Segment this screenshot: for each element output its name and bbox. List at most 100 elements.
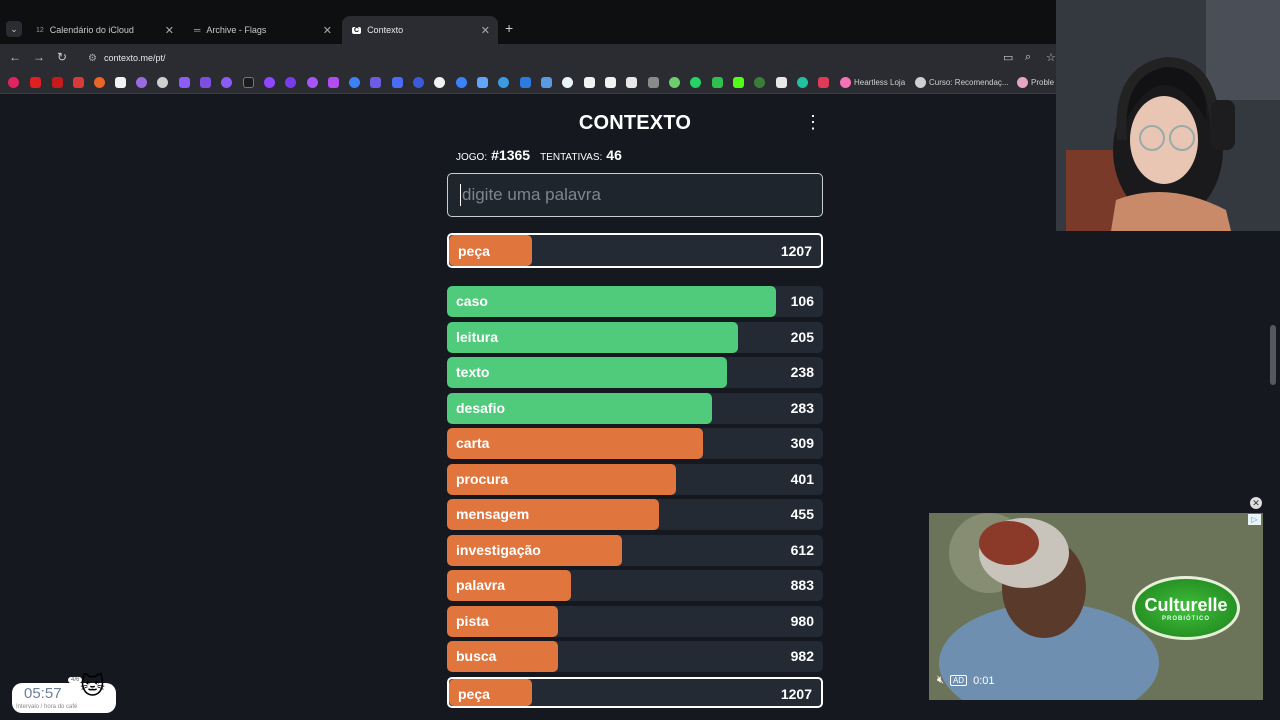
- new-tab-button[interactable]: +: [505, 20, 514, 36]
- bookmark-icon[interactable]: [328, 77, 339, 88]
- bookmark-icon[interactable]: [626, 77, 637, 88]
- tab-search-button[interactable]: ⌄: [6, 21, 22, 37]
- attempts-value: 46: [606, 147, 622, 163]
- bookmark-icon[interactable]: [434, 77, 445, 88]
- tab-icloud[interactable]: 12 Calendário do iCloud ✕: [26, 16, 182, 44]
- bookmark-icon[interactable]: [1017, 77, 1028, 88]
- bookmark-label[interactable]: Heartless Loja: [854, 78, 906, 87]
- ad-brand-logo: Culturelle PROBIÓTICO: [1132, 576, 1240, 640]
- youtube-icon[interactable]: [30, 77, 41, 88]
- bookmark-icon[interactable]: [669, 77, 680, 88]
- bookmark-icon[interactable]: [370, 77, 381, 88]
- bookmark-icon[interactable]: [349, 77, 360, 88]
- page-scrollbar[interactable]: [1270, 325, 1276, 385]
- bookmark-icon[interactable]: [456, 77, 467, 88]
- ad-close-icon[interactable]: ✕: [1250, 497, 1262, 509]
- reload-icon[interactable]: ↻: [57, 50, 68, 64]
- close-icon[interactable]: ✕: [322, 24, 332, 37]
- cast-icon[interactable]: ▭: [1003, 52, 1014, 64]
- bookmark-icon[interactable]: [179, 77, 190, 88]
- bookmark-icon[interactable]: [541, 77, 552, 88]
- attempts-label: TENTATIVAS:: [540, 152, 603, 163]
- bookmark-icon[interactable]: [307, 77, 318, 88]
- tab-archive-flags[interactable]: ═ Archive - Flags ✕: [184, 16, 340, 44]
- ad-video-image: [929, 513, 1263, 700]
- guess-rank: 982: [790, 648, 814, 664]
- bookmark-icon[interactable]: [413, 77, 424, 88]
- guess-row: texto 238: [447, 357, 823, 388]
- flag-icon: ═: [194, 25, 201, 35]
- bookmark-icon[interactable]: [818, 77, 829, 88]
- mute-icon[interactable]: 🔇︎: [937, 674, 944, 686]
- guess-word: pista: [456, 612, 489, 629]
- word-input[interactable]: digite uma palavra: [447, 173, 823, 217]
- bookmark-icon[interactable]: [136, 77, 147, 88]
- forward-icon[interactable]: →: [33, 50, 45, 64]
- ad-info-icon[interactable]: ▷: [1248, 514, 1261, 525]
- close-icon[interactable]: ✕: [164, 24, 174, 37]
- guess-word: peça: [458, 685, 490, 702]
- guess-bar: [447, 463, 676, 495]
- bookmark-icon[interactable]: [115, 77, 126, 88]
- bookmarks-bar: Heartless Loja Curso: Recomendaç... Prob…: [0, 72, 1280, 94]
- tab-label: Calendário do iCloud: [49, 25, 134, 35]
- bookmark-icon[interactable]: [797, 77, 808, 88]
- ad-time: 0:01: [973, 674, 995, 687]
- bookmark-icon[interactable]: [754, 77, 765, 88]
- bookmark-icon[interactable]: [392, 77, 403, 88]
- guess-word: investigação: [456, 541, 541, 558]
- bookmark-icon[interactable]: [73, 77, 84, 88]
- star-icon[interactable]: ☆: [1046, 52, 1056, 64]
- current-guess-word: peça: [458, 243, 490, 259]
- guess-word: palavra: [456, 577, 506, 593]
- bookmark-icon[interactable]: [243, 77, 254, 88]
- bookmark-icon[interactable]: [584, 77, 595, 88]
- bookmark-icon[interactable]: [94, 77, 105, 88]
- bookmark-icon[interactable]: [264, 77, 275, 88]
- pinterest-icon[interactable]: [8, 77, 19, 88]
- back-icon[interactable]: ←: [9, 50, 21, 64]
- url-text: contexto.me/pt/: [104, 53, 166, 63]
- bookmark-icon[interactable]: [776, 77, 787, 88]
- bookmark-icon[interactable]: [221, 77, 232, 88]
- bookmark-label[interactable]: Curso: Recomendaç...: [929, 78, 1009, 87]
- kick-icon[interactable]: [733, 77, 744, 88]
- bookmark-icon[interactable]: [562, 77, 573, 88]
- tab-contexto[interactable]: C Contexto ✕: [342, 16, 498, 44]
- guess-row: pista 980: [447, 605, 823, 637]
- bookmark-icon[interactable]: [648, 77, 659, 88]
- guess-row: caso 106: [447, 286, 823, 317]
- guess-rank: 309: [790, 435, 814, 451]
- twitch-icon[interactable]: [200, 77, 211, 88]
- guess-bar: [447, 605, 558, 637]
- bookmark-icon[interactable]: [712, 77, 723, 88]
- telegram-icon[interactable]: [498, 77, 509, 88]
- guess-word: mensagem: [456, 506, 530, 522]
- bookmark-icon[interactable]: [520, 77, 531, 88]
- address-bar[interactable]: ⚙ contexto.me/pt/: [84, 47, 1024, 69]
- guess-bar: [447, 570, 571, 601]
- guess-row: peça 1207: [447, 676, 823, 708]
- heart-icon[interactable]: [840, 77, 851, 88]
- site-info-icon[interactable]: ⚙: [88, 52, 97, 64]
- guess-bar: [447, 321, 738, 353]
- bookmark-icon[interactable]: [157, 77, 168, 88]
- timer-caption: Intervalo / hora do café: [16, 704, 78, 710]
- guess-row: leitura 205: [447, 321, 823, 353]
- guess-word: procura: [456, 470, 509, 487]
- bookmark-icon[interactable]: [477, 77, 488, 88]
- guess-word: carta: [456, 435, 490, 451]
- bookmark-icon[interactable]: [915, 77, 926, 88]
- more-options-icon[interactable]: ⋮: [804, 112, 822, 132]
- bookmark-icon[interactable]: [285, 77, 296, 88]
- guess-row: mensagem 455: [447, 499, 823, 530]
- stream-timer-widget: 4/6 05:57 Intervalo / hora do café: [12, 677, 116, 713]
- bookmark-label[interactable]: Proble: [1031, 78, 1055, 87]
- ad-brand-sub: PROBIÓTICO: [1161, 615, 1210, 622]
- bookmark-icon[interactable]: [605, 77, 616, 88]
- bookmark-icon[interactable]: [52, 77, 63, 88]
- guess-rank: 205: [790, 328, 814, 345]
- close-icon[interactable]: ✕: [480, 24, 490, 37]
- zoom-icon[interactable]: ⌕: [1025, 51, 1032, 63]
- whatsapp-icon[interactable]: [690, 77, 701, 88]
